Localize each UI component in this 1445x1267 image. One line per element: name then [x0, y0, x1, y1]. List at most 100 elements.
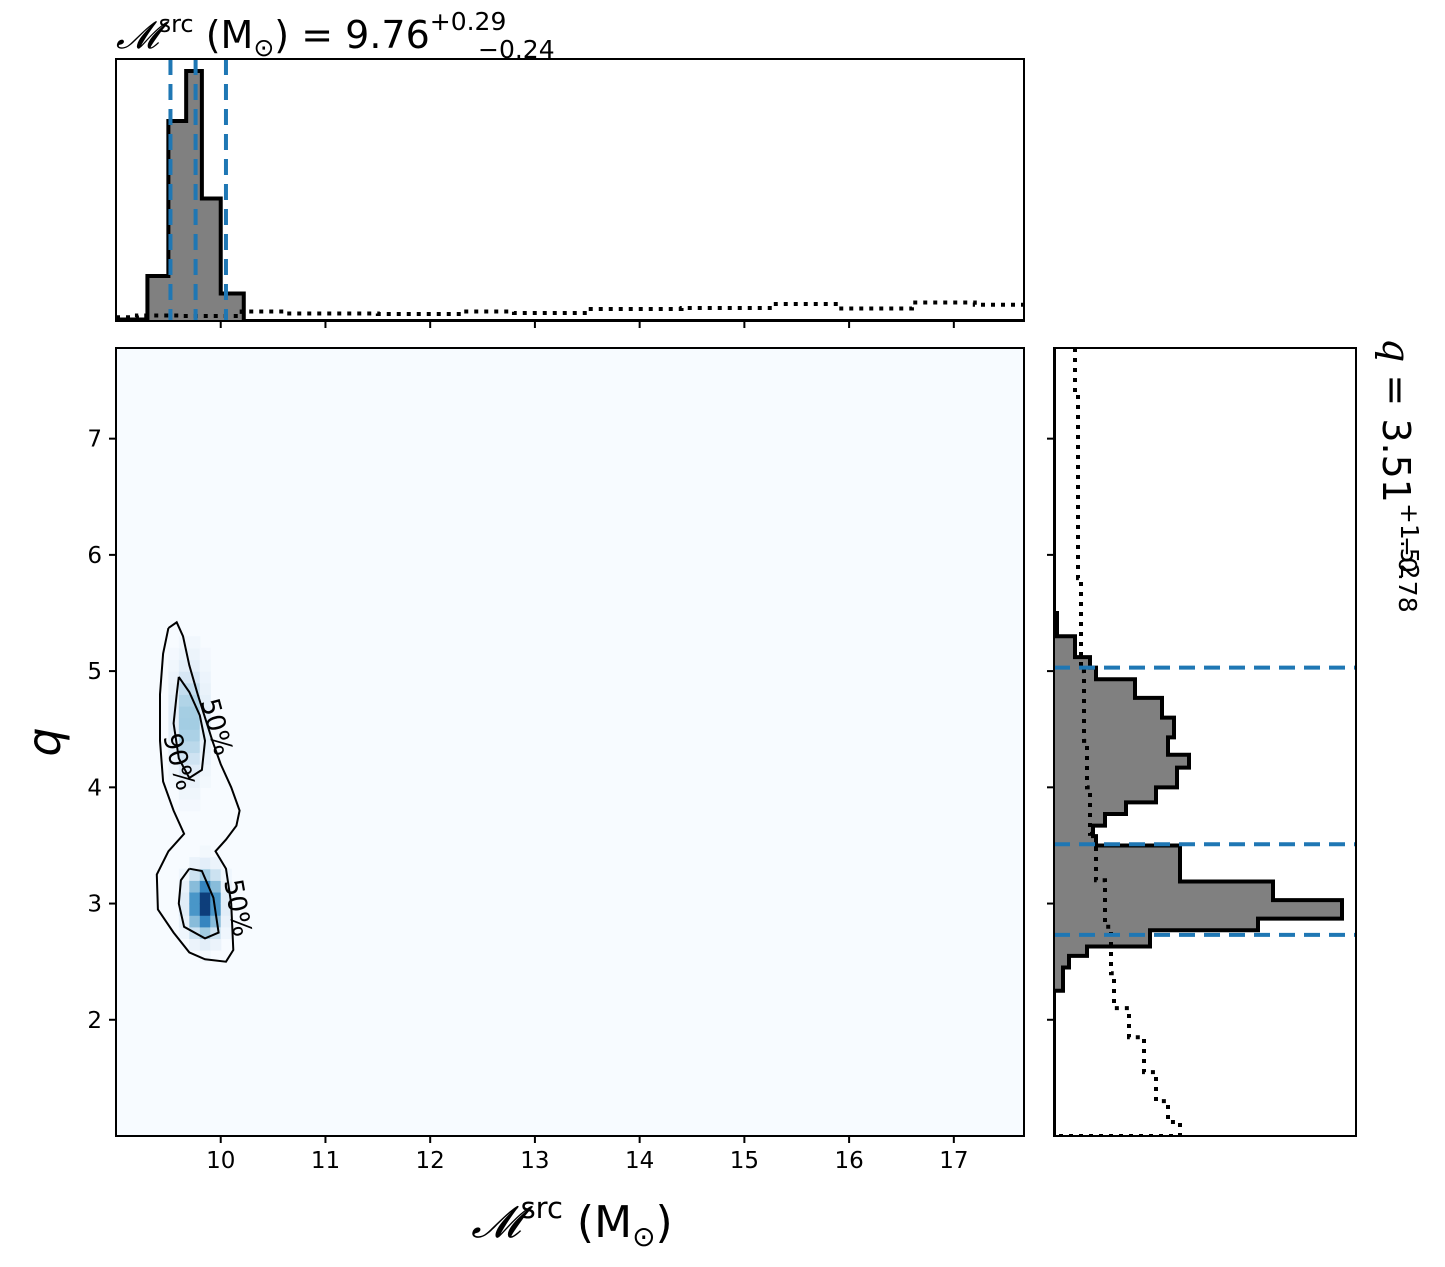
density-cell: [189, 636, 201, 649]
y-tick-label: 4: [87, 775, 102, 801]
density-cell: [199, 845, 211, 858]
x-tick-label: 14: [625, 1148, 654, 1174]
q-prior-step: [1054, 348, 1182, 1136]
density-cell: [189, 729, 201, 742]
density-cell: [210, 938, 222, 951]
contour-90pct: [155, 620, 241, 963]
x-tick-label: 11: [311, 1148, 340, 1174]
density-cell: [189, 903, 201, 916]
density-cell: [178, 787, 190, 800]
density-cell: [220, 903, 232, 916]
x-axis-label: 𝓜src (M⊙): [471, 1191, 672, 1253]
density-cell: [178, 903, 190, 916]
density-cell: [189, 857, 201, 870]
density-cell: [220, 891, 232, 905]
density-cell: [199, 647, 211, 661]
density-cell: [220, 915, 232, 928]
x-tick-label: 13: [520, 1148, 549, 1174]
density-cell: [178, 775, 190, 788]
density-cell: [178, 659, 190, 672]
density-cell: [199, 705, 211, 719]
x-tick-label: 17: [939, 1148, 968, 1174]
density-cell: [168, 729, 180, 742]
density-cell: [220, 926, 232, 940]
density-cell: [210, 915, 222, 928]
density-cell: [178, 717, 190, 730]
density-cell: [189, 775, 201, 788]
density-cell: [189, 880, 201, 893]
density-cell: [199, 903, 211, 916]
density-cell: [199, 880, 211, 893]
density-cell: [189, 659, 201, 672]
density-cell: [189, 891, 201, 905]
density-cell: [178, 705, 190, 719]
mchirp-prior-step: [116, 300, 1024, 320]
density-cell: [178, 880, 190, 893]
density-cell: [168, 647, 180, 661]
svg-text:q = 3.51+1.52: q = 3.51+1.52: [1374, 338, 1424, 580]
x-tick-label: 12: [416, 1148, 445, 1174]
density-cell: [220, 880, 232, 893]
density-cell: [178, 694, 190, 707]
density-cell: [178, 647, 190, 661]
density-cell: [199, 857, 211, 870]
density-cell: [189, 868, 201, 881]
density-cell: [199, 671, 211, 684]
mchirp-posterior-fill: [116, 71, 1024, 321]
y-tick-label: 7: [87, 427, 102, 453]
density-cell: [189, 915, 201, 928]
density-cell: [199, 682, 211, 695]
density-cell: [168, 671, 180, 684]
density-cell: [189, 764, 201, 777]
marginal-title-mchirp: 𝓜src (M⊙) = 9.76+0.29: [116, 7, 506, 62]
density-cell: [178, 729, 190, 742]
density-cell: [168, 740, 180, 754]
y-axis-label: q: [17, 727, 71, 756]
density-cell: [168, 764, 180, 777]
density-cell: [199, 764, 211, 777]
density-cell: [168, 682, 180, 695]
y-tick-label: 3: [87, 892, 102, 918]
x-tick-label: 10: [206, 1148, 235, 1174]
y-tick-label: 5: [87, 659, 102, 685]
mchirp-marginal-panel: [115, 58, 1025, 328]
density-cell: [189, 740, 201, 754]
density-cell: [189, 671, 201, 684]
q-marginal-panel: [1047, 347, 1357, 1137]
density-cell: [178, 740, 190, 754]
x-tick-label: 15: [730, 1148, 759, 1174]
q-posterior-step: [1054, 348, 1344, 1136]
density-cell: [168, 694, 180, 707]
density-cell: [189, 647, 201, 661]
density-cell: [189, 798, 201, 812]
density-cell: [178, 891, 190, 905]
density-cell: [199, 659, 211, 672]
density-cell: [168, 659, 180, 672]
density-cell: [210, 868, 222, 881]
density-cell: [189, 694, 201, 707]
density-cell: [178, 752, 190, 765]
density-cell: [168, 775, 180, 788]
title-upper-error: +0.29: [430, 7, 507, 36]
y-tick-label: 2: [87, 1008, 102, 1034]
density-cell: [178, 671, 190, 684]
q-posterior-fill: [1054, 348, 1342, 1136]
density-cell: [199, 868, 211, 881]
contour-50pct: [172, 676, 207, 780]
density-cell: [210, 891, 222, 905]
density-cell: [199, 915, 211, 928]
density-cell: [199, 729, 211, 742]
density-cell: [189, 938, 201, 951]
density-cell: [178, 682, 190, 695]
density-cell: [189, 682, 201, 695]
mchirp-posterior-step: [116, 69, 1024, 321]
density-cell: [199, 950, 211, 963]
density-cell: [199, 694, 211, 707]
density-cell: [199, 717, 211, 730]
density-cell: [189, 705, 201, 719]
density-cell: [199, 775, 211, 788]
density-cell: [199, 926, 211, 940]
density-cell: [178, 926, 190, 940]
